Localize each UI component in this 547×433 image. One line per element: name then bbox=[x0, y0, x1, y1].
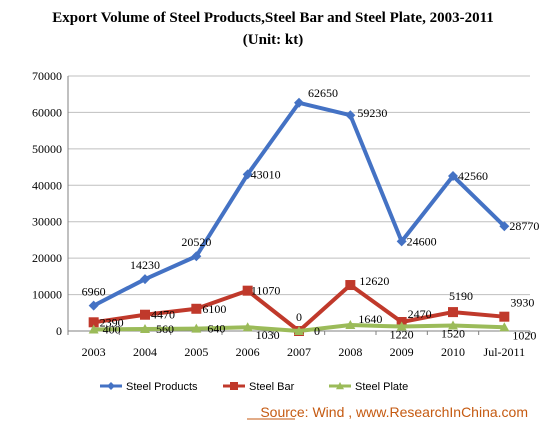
legend: Steel Products Steel Bar Steel Plate bbox=[100, 381, 408, 420]
grid bbox=[68, 75, 530, 332]
chart-title: Export Volume of Steel Products,Steel Ba… bbox=[52, 10, 494, 26]
data-label: 12620 bbox=[359, 274, 389, 288]
data-label: 28770 bbox=[509, 219, 539, 233]
data-label: 6960 bbox=[82, 285, 106, 299]
data-label: 1220 bbox=[390, 328, 414, 342]
legend-swatch-marker bbox=[230, 382, 238, 390]
data-label: 1640 bbox=[358, 312, 382, 326]
data-point bbox=[294, 326, 304, 335]
data-point bbox=[88, 317, 99, 328]
legend-item: Steel Bar bbox=[223, 381, 295, 393]
data-point bbox=[345, 280, 356, 291]
data-point bbox=[448, 307, 458, 318]
y-tick-label: 30000 bbox=[32, 215, 62, 229]
series-steel-plate: 400 560 640 1030 0 1640 1220 1520 1020 bbox=[88, 312, 536, 342]
data-label: 1020 bbox=[512, 328, 536, 342]
data-label: 14230 bbox=[130, 258, 160, 272]
data-label: 6100 bbox=[202, 302, 226, 316]
data-label: 640 bbox=[207, 322, 225, 336]
data-point bbox=[88, 300, 99, 311]
axes: 0100002000030000400005000060000700002003… bbox=[32, 69, 531, 359]
y-tick-label: 50000 bbox=[32, 142, 62, 156]
x-tick-label: 2010 bbox=[441, 345, 465, 359]
data-label: 20520 bbox=[181, 235, 211, 249]
x-tick-label: 2009 bbox=[390, 345, 414, 359]
data-label: 5190 bbox=[449, 289, 473, 303]
data-point bbox=[140, 309, 150, 320]
data-point bbox=[191, 303, 202, 314]
data-label: 11070 bbox=[251, 284, 281, 298]
y-tick-label: 0 bbox=[56, 324, 62, 338]
legend-label: Steel Products bbox=[126, 381, 198, 393]
x-tick-label: 2006 bbox=[236, 345, 260, 359]
x-tick-label: Jul-2011 bbox=[484, 345, 526, 359]
data-point bbox=[242, 285, 253, 296]
x-tick-label: 2008 bbox=[338, 345, 362, 359]
data-point bbox=[242, 169, 253, 180]
data-label: 0 bbox=[314, 324, 320, 338]
data-point bbox=[396, 321, 407, 331]
data-label: 24600 bbox=[407, 234, 437, 248]
y-tick-label: 60000 bbox=[32, 105, 62, 119]
legend-label: Steel Plate bbox=[355, 381, 408, 393]
data-point bbox=[191, 323, 202, 333]
data-point bbox=[140, 274, 150, 285]
data-point bbox=[499, 311, 510, 322]
data-label: 59230 bbox=[357, 106, 387, 120]
data-point bbox=[499, 322, 510, 332]
x-tick-label: 2003 bbox=[82, 345, 106, 359]
data-point bbox=[345, 320, 356, 330]
series-steel-products: 6960 14230 20520 43010 62650 59230 24600 42560 2… bbox=[82, 86, 539, 311]
legend-item: Steel Products bbox=[100, 381, 198, 393]
data-point bbox=[448, 320, 458, 330]
data-label: 1030 bbox=[256, 328, 280, 342]
data-point bbox=[396, 236, 407, 247]
data-point bbox=[140, 323, 150, 333]
legend-swatch-marker bbox=[336, 382, 344, 390]
data-label: 0 bbox=[296, 310, 302, 324]
data-label: 1520 bbox=[441, 326, 465, 340]
data-point bbox=[345, 110, 356, 121]
source-note: Source: Wind , www.ResearchInChina.com bbox=[260, 404, 528, 420]
series-steel-bar: 2390 4470 6100 11070 0 12620 2470 5190 3930 bbox=[88, 274, 534, 336]
y-tick-label: 10000 bbox=[32, 288, 62, 302]
x-tick-label: 2004 bbox=[133, 345, 157, 359]
data-label: 3930 bbox=[510, 296, 534, 310]
y-tick-label: 40000 bbox=[32, 178, 62, 192]
x-tick-label: 2005 bbox=[184, 345, 208, 359]
legend-item: Steel Plate bbox=[329, 381, 408, 393]
legend-label: Steel Bar bbox=[249, 381, 295, 393]
chart-subtitle: (Unit: kt) bbox=[243, 32, 303, 48]
x-tick-label: 2007 bbox=[287, 345, 311, 359]
data-label: 42560 bbox=[458, 169, 488, 183]
data-point bbox=[448, 170, 458, 181]
data-label: 560 bbox=[156, 322, 174, 336]
data-label: 2470 bbox=[408, 307, 432, 321]
series-line bbox=[92, 100, 506, 308]
plot-area: 6960 14230 20520 43010 62650 59230 24600 42560 2… bbox=[82, 86, 540, 343]
data-point bbox=[191, 251, 202, 262]
data-label: 4470 bbox=[151, 308, 175, 322]
y-tick-label: 20000 bbox=[32, 251, 62, 265]
data-label: 62650 bbox=[308, 86, 338, 100]
y-tick-label: 70000 bbox=[32, 69, 62, 83]
legend-swatch-marker bbox=[107, 382, 115, 390]
data-point bbox=[88, 324, 99, 334]
data-label: 400 bbox=[103, 323, 121, 337]
data-point bbox=[294, 97, 304, 108]
data-label: 2390 bbox=[100, 315, 124, 329]
data-point bbox=[499, 221, 510, 232]
data-label: 43010 bbox=[251, 167, 281, 181]
data-point bbox=[242, 322, 253, 332]
